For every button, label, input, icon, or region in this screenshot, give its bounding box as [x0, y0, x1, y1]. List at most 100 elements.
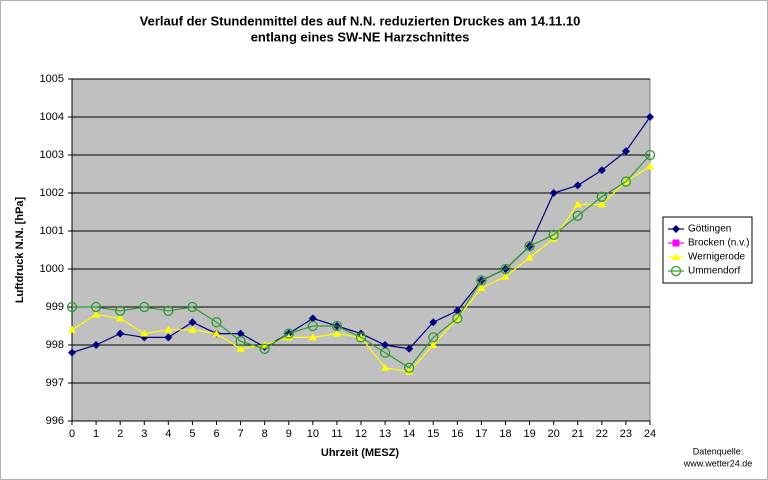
data-point: [66, 301, 78, 313]
x-tick-label: 0: [69, 428, 75, 440]
data-point: [163, 305, 174, 316]
x-tick-label: 8: [262, 428, 268, 440]
data-point: [620, 176, 632, 187]
y-tick-label: 1000: [40, 263, 64, 275]
data-point: [429, 318, 438, 327]
x-tick-label: 1: [93, 428, 99, 440]
legend-label: Ummendorf: [688, 266, 740, 277]
data-point: [405, 344, 414, 353]
data-point: [355, 332, 367, 343]
x-tick-label: 15: [427, 428, 439, 440]
y-tick-label: 1004: [40, 111, 64, 123]
data-point: [187, 301, 198, 313]
x-axis-label: Uhrzeit (MESZ): [321, 447, 400, 459]
data-point: [115, 305, 126, 316]
legend-label: Brocken (n.v.): [688, 238, 750, 249]
data-point: [644, 149, 656, 161]
chart-subtitle: entlang eines SW-NE Harzschnittes: [251, 29, 470, 44]
source-label: Datenquelle:: [693, 446, 744, 456]
x-tick-label: 24: [644, 428, 656, 440]
data-point: [596, 191, 607, 202]
x-tick-label: 17: [475, 428, 487, 440]
x-tick-label: 21: [572, 428, 584, 440]
data-point: [284, 333, 293, 341]
x-tick-label: 5: [189, 428, 195, 440]
y-tick-label: 999: [46, 301, 64, 313]
data-point: [92, 310, 101, 318]
data-point: [331, 320, 343, 332]
data-point: [92, 341, 101, 349]
data-point: [164, 325, 173, 333]
x-tick-label: 18: [499, 428, 511, 440]
data-point: [404, 362, 415, 373]
data-point: [548, 229, 559, 240]
legend-label: Göttingen: [688, 224, 731, 235]
x-tick-label: 7: [238, 428, 244, 440]
y-tick-label: 997: [46, 377, 64, 389]
data-point: [259, 343, 270, 354]
data-point: [597, 200, 606, 208]
data-point: [188, 325, 197, 333]
x-tick-label: 9: [286, 428, 292, 440]
source-url: www.wetter24.de: [683, 458, 753, 468]
y-tick-label: 996: [46, 415, 64, 427]
data-point: [164, 333, 173, 342]
data-point: [236, 329, 245, 338]
data-point: [573, 200, 582, 208]
data-point: [235, 336, 246, 347]
data-point: [621, 147, 630, 156]
x-tick-label: 10: [307, 428, 319, 440]
data-point: [139, 301, 150, 313]
data-point: [429, 341, 438, 348]
legend-marker: [672, 253, 680, 260]
data-point: [212, 329, 221, 337]
data-point: [188, 318, 197, 327]
x-tick-label: 3: [141, 428, 147, 440]
y-tick-label: 998: [46, 339, 64, 351]
data-point: [476, 275, 487, 286]
data-point: [283, 328, 294, 339]
data-point: [597, 166, 606, 175]
x-tick-label: 4: [165, 428, 171, 440]
data-point: [236, 344, 245, 352]
data-point: [452, 313, 463, 324]
x-tick-label: 14: [403, 428, 415, 440]
data-point: [116, 329, 125, 338]
data-point: [573, 181, 582, 190]
data-point: [646, 113, 654, 121]
y-tick-label: 1001: [40, 225, 64, 237]
legend-marker: [672, 239, 680, 247]
data-point: [405, 367, 414, 375]
x-tick-label: 2: [117, 428, 123, 440]
data-point: [525, 253, 534, 261]
plot-area: [71, 78, 651, 422]
data-point: [332, 329, 341, 337]
y-axis-label: Luftdruck N.N. [hPa]: [14, 197, 26, 304]
data-point: [68, 325, 76, 333]
data-point: [68, 348, 76, 357]
data-point: [500, 263, 511, 275]
x-tick-label: 19: [523, 428, 535, 440]
x-tick-label: 23: [620, 428, 632, 440]
x-tick-label: 16: [451, 428, 463, 440]
data-point: [524, 241, 535, 252]
y-tick-label: 1003: [40, 149, 64, 161]
data-point: [549, 189, 558, 197]
x-tick-label: 22: [596, 428, 608, 440]
data-point: [428, 332, 439, 343]
data-point: [477, 284, 486, 291]
y-tick-label: 1002: [40, 187, 64, 199]
data-point: [140, 329, 149, 337]
data-point: [308, 314, 317, 323]
chart-title: Verlauf der Stundenmittel des auf N.N. r…: [140, 13, 581, 28]
x-tick-label: 6: [213, 428, 219, 440]
data-point: [90, 301, 102, 313]
data-point: [501, 272, 510, 280]
data-point: [646, 162, 654, 170]
data-point: [453, 306, 462, 315]
data-point: [379, 347, 391, 358]
x-tick-label: 13: [379, 428, 391, 440]
legend-label: Wernigerode: [688, 252, 746, 263]
legend-marker: [672, 225, 680, 233]
